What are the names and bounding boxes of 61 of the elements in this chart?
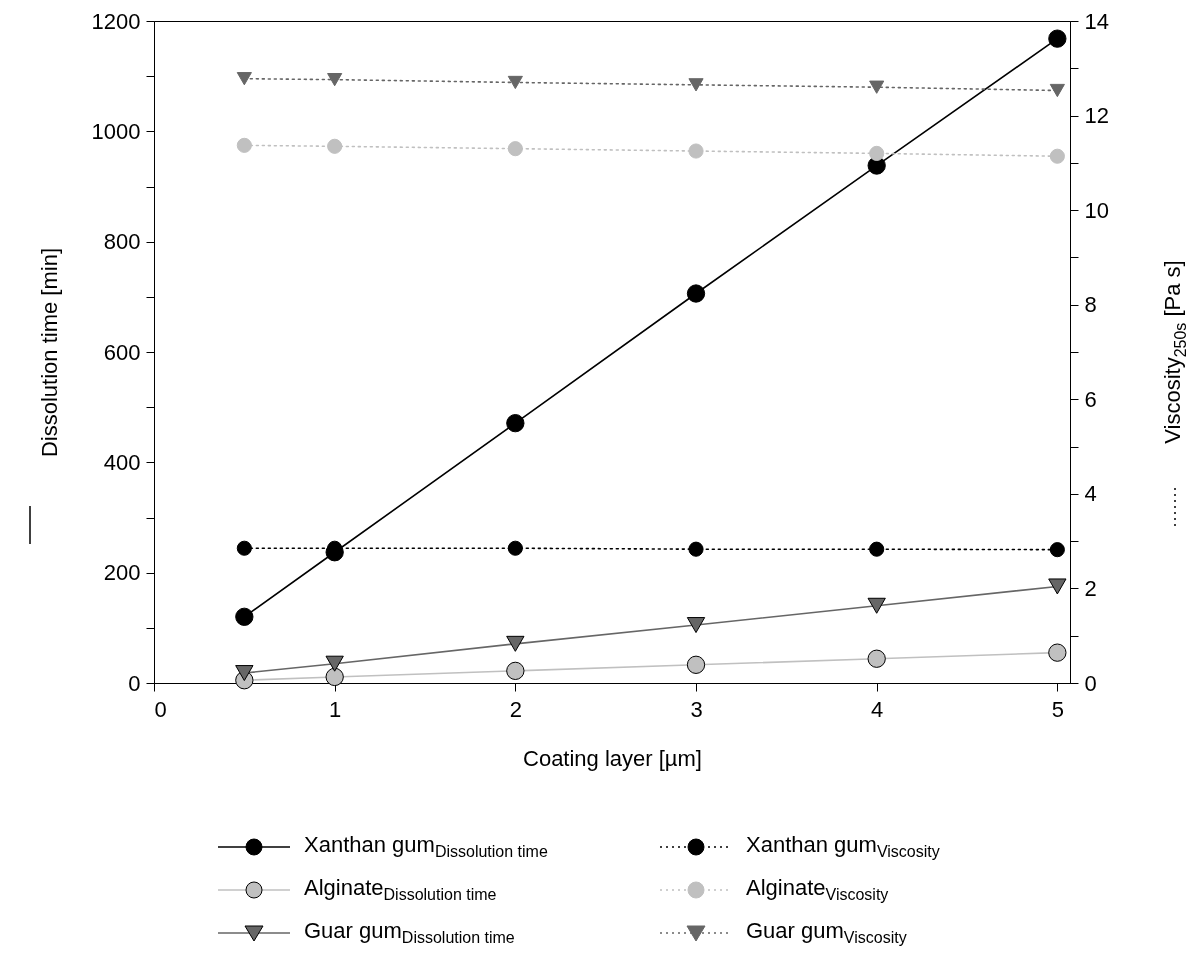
point: [686, 617, 706, 634]
point: [869, 80, 885, 94]
point: [506, 661, 525, 681]
y2-tick-label: 2: [1084, 575, 1097, 601]
legend-label: Alginate$_{Dissolution time}$: [304, 875, 497, 905]
y2-tick-label: 8: [1084, 292, 1097, 318]
legend-label: Xanthan gum$_{Dissolution time}$: [304, 832, 548, 862]
y2-tick-label: 14: [1084, 8, 1109, 34]
point: [1048, 578, 1067, 595]
point: [686, 655, 706, 674]
point: [869, 541, 885, 557]
point: [235, 665, 254, 682]
legend-label: Alginate$_{Viscosity}$: [746, 875, 889, 905]
point: [1048, 29, 1067, 48]
x-tick-label: 3: [690, 696, 703, 722]
point: [236, 72, 252, 86]
point: [1049, 83, 1065, 98]
point: [688, 143, 704, 159]
point: [1049, 542, 1065, 558]
y-tick-label: 1000: [91, 118, 141, 144]
point: [327, 73, 343, 87]
point: [1048, 643, 1067, 662]
y2-tick-label: 12: [1084, 103, 1109, 129]
y-tick-label: 200: [103, 560, 141, 586]
point: [325, 655, 344, 672]
point: [507, 141, 523, 157]
legend-label: Guar gum$_{Dissolution time}$: [304, 918, 515, 948]
legend-label: Xanthan gum$_{Viscosity}$: [746, 832, 940, 862]
point: [1049, 148, 1065, 164]
x-tick-label: 5: [1051, 696, 1064, 722]
point: [236, 137, 252, 153]
y2-tick-label: 0: [1084, 670, 1097, 696]
y-tick-label: 800: [103, 229, 141, 255]
point: [688, 541, 704, 557]
x-axis-title: Coating layer [µm]: [523, 745, 702, 771]
y-tick-label: 600: [103, 339, 141, 365]
y-axis-title: Dissolution time [min]: [36, 247, 62, 458]
y2-tick-label: 10: [1084, 197, 1109, 223]
point: [235, 607, 254, 626]
point: [325, 667, 344, 687]
point: [506, 635, 525, 652]
point: [867, 649, 886, 668]
y-tick-label: 1200: [91, 8, 141, 34]
point: [507, 75, 523, 90]
y2-tick-label: 4: [1084, 481, 1097, 507]
point: [686, 284, 706, 303]
point: [506, 414, 525, 433]
point: [869, 145, 885, 161]
point: [688, 78, 704, 92]
y-tick-label: 400: [103, 449, 141, 475]
x-tick-label: 0: [154, 696, 167, 722]
legend-label: Guar gum$_{Viscosity}$: [746, 918, 907, 948]
x-tick-label: 2: [509, 696, 522, 722]
point: [327, 138, 343, 154]
point: [236, 540, 252, 556]
y2-tick-label: 6: [1084, 386, 1097, 412]
y-tick-label: 0: [128, 670, 141, 696]
point: [867, 597, 886, 614]
x-tick-label: 4: [871, 696, 884, 722]
x-tick-label: 1: [329, 696, 342, 722]
point: [507, 540, 523, 556]
